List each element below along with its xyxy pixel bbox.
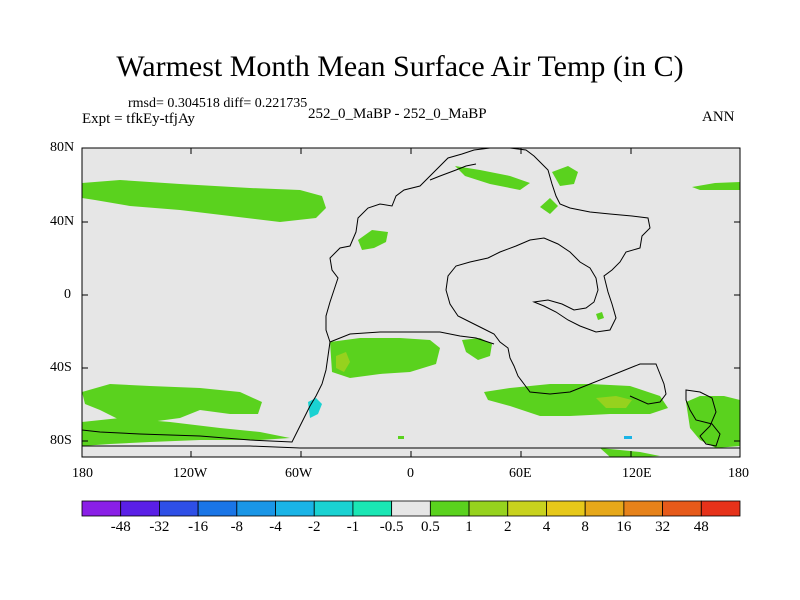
colorbar-label: -32 <box>149 519 170 535</box>
colorbar-swatch <box>584 500 625 517</box>
negative-anomaly-speck <box>624 436 632 439</box>
colorbar-label: 16 <box>616 519 632 535</box>
colorbar-label: 4 <box>542 519 551 535</box>
colorbar-swatch <box>546 500 586 517</box>
lon-tick-0: 0 <box>407 466 414 481</box>
colorbar-label: -8 <box>230 519 244 535</box>
colorbar-label: -48 <box>110 519 131 535</box>
colorbar-label: 2 <box>504 519 512 535</box>
season-label: ANN <box>702 109 735 125</box>
colorbar-swatch <box>468 500 509 517</box>
lat-tick-40n: 40N <box>50 214 75 229</box>
colorbar-swatch <box>159 500 199 517</box>
colorbar-label: 32 <box>655 519 671 535</box>
colorbar-swatch <box>391 500 431 517</box>
colorbar-swatch <box>507 500 547 517</box>
anomaly-patches-higher <box>336 352 632 408</box>
colorbar-label: -2 <box>307 519 321 535</box>
experiment-label: Expt = tfkEy-tfjAy <box>82 111 195 127</box>
colorbar <box>81 500 741 517</box>
axis-ticks <box>81 147 741 457</box>
colorbar-swatch <box>120 500 160 517</box>
lon-tick-180w: 180 <box>72 466 93 481</box>
colorbar-label: -4 <box>269 519 282 535</box>
lat-tick-80s: 80S <box>50 433 72 448</box>
colorbar-swatch <box>313 500 354 517</box>
colorbar-label: 1 <box>465 519 473 535</box>
colorbar-swatch <box>429 500 470 517</box>
colorbar-swatch <box>352 500 393 517</box>
case-label: 252_0_MaBP - 252_0_MaBP <box>308 106 487 122</box>
colorbar-label: -0.5 <box>379 519 404 535</box>
lon-tick-60e: 60E <box>509 466 532 481</box>
colorbar-label: 48 <box>693 519 709 535</box>
colorbar-swatch <box>197 500 238 517</box>
lon-tick-120e: 120E <box>622 466 652 481</box>
colorbar-swatch <box>236 500 276 517</box>
lon-tick-120w: 120W <box>173 466 208 481</box>
chart-title: Warmest Month Mean Surface Air Temp (in … <box>116 50 684 83</box>
colorbar-label: 0.5 <box>420 519 440 535</box>
lon-tick-180e: 180 <box>728 466 749 481</box>
colorbar-swatch <box>662 500 702 517</box>
colorbar-swatch <box>81 500 122 517</box>
lon-tick-60w: 60W <box>285 466 313 481</box>
rmsd-diff-stats: rmsd= 0.304518 diff= 0.221735 <box>128 96 308 111</box>
lat-tick-40s: 40S <box>50 360 72 375</box>
colorbar-swatch <box>700 500 741 517</box>
lat-tick-0: 0 <box>64 287 71 302</box>
colorbar-label: -1 <box>346 519 360 535</box>
lat-tick-80n: 80N <box>50 140 75 155</box>
colorbar-label: 8 <box>581 519 589 535</box>
colorbar-swatch <box>275 500 315 517</box>
colorbar-swatch <box>623 500 663 517</box>
continent-outlines <box>81 147 740 449</box>
colorbar-label: -16 <box>188 519 209 535</box>
